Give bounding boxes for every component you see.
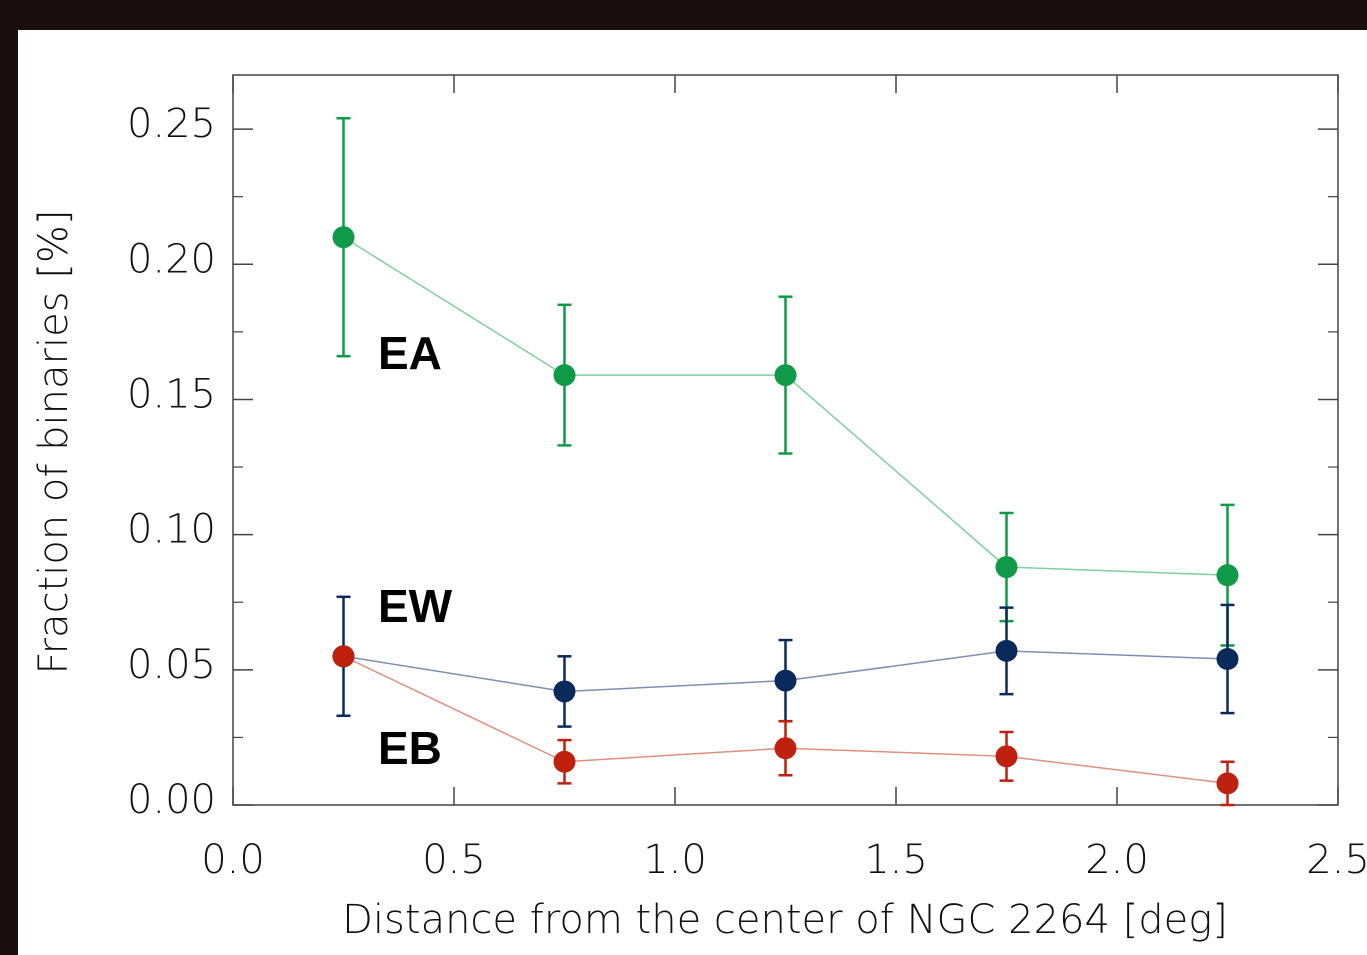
series-label: EW xyxy=(378,580,453,632)
y-tick-label: 0.25 xyxy=(127,101,216,147)
y-tick-label: 0.05 xyxy=(127,642,216,688)
panel xyxy=(18,30,1367,955)
data-point xyxy=(774,669,797,692)
data-point xyxy=(553,750,576,773)
x-axis-title: Distance from the center of NGC 2264 [de… xyxy=(342,897,1228,943)
x-tick-label: 1.0 xyxy=(643,837,707,883)
y-axis-title: Fraction of binaries [%] xyxy=(31,210,77,675)
data-point xyxy=(332,645,355,668)
data-point xyxy=(1216,772,1239,795)
data-point xyxy=(1216,648,1239,670)
data-point xyxy=(995,639,1018,662)
data-point xyxy=(553,680,576,703)
x-tick-label: 0.5 xyxy=(422,837,486,883)
x-tick-label: 1.5 xyxy=(864,837,928,883)
series-label: EA xyxy=(378,327,442,379)
data-point xyxy=(553,364,576,387)
y-tick-label: 0.15 xyxy=(127,371,216,417)
y-tick-label: 0.20 xyxy=(127,236,216,282)
y-tick-label: 0.10 xyxy=(127,507,216,553)
data-point xyxy=(774,364,797,387)
data-point xyxy=(995,745,1018,768)
data-point xyxy=(332,226,355,249)
plot-frame xyxy=(232,74,1339,806)
series-label: EB xyxy=(378,722,442,774)
y-tick-label: 0.00 xyxy=(127,777,216,823)
data-point xyxy=(774,737,797,760)
x-tick-label: 2.5 xyxy=(1306,837,1367,883)
x-tick-label: 2.0 xyxy=(1085,837,1149,883)
x-tick-label: 0.0 xyxy=(201,837,265,883)
data-point xyxy=(1216,564,1239,587)
data-point xyxy=(995,556,1018,579)
